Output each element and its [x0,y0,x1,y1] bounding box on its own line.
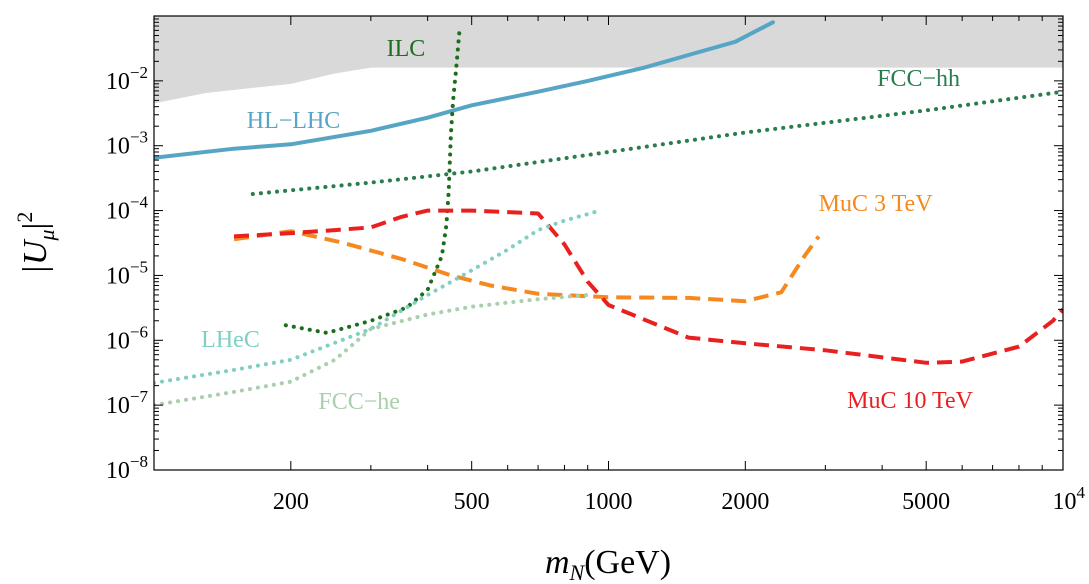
y-axis-title-sup: 2 [12,212,37,223]
x-axis-title: mN(GeV) [545,544,671,584]
x-tick-label: 104 [1053,483,1086,515]
x-axis-title-main: m [545,544,570,581]
series-label-fcc-hh: FCC−hh [877,66,960,92]
tick-layer: 10−8 10−7 10−6 10−5 10−4 10−3 10−2 200 500 1000 20… [106,15,1086,515]
x-tick-label: 500 [454,489,490,515]
series-label-ilc: ILC [387,36,426,62]
series-line-hl-lhc [154,20,775,160]
series-label-muc-10-tev: MuC 10 TeV [847,388,974,414]
y-axis-title: |Uμ|2 [12,212,59,275]
series-line-muc-3-tev [233,229,821,304]
x-tick-label: 5000 [902,489,950,515]
y-tick-label: 10−7 [106,387,149,419]
series-label-hl-lhc: HL−LHC [247,108,341,134]
series-layer [154,20,1063,408]
series-line-muc-10-tev [233,208,1063,365]
series-line-lhec [154,209,601,385]
x-tick-label: 200 [273,489,309,515]
excluded-region [154,16,1063,104]
x-axis-title-rest: (GeV) [584,544,671,581]
y-tick-label: 10−6 [106,322,148,354]
y-tick-label: 10−2 [106,63,148,95]
y-axis-title-pre: |U [17,238,54,274]
series-label-muc-3-tev: MuC 3 TeV [819,191,934,217]
y-tick-label: 10−3 [106,128,148,160]
y-axis-title-sub: μ [34,229,59,241]
x-axis-title-sub: N [569,560,586,584]
series-label-lhec: LHeC [201,327,260,353]
excluded-region-layer [154,16,1063,104]
series-line-fcc-he [154,293,590,408]
y-tick-label: 10−4 [106,193,149,225]
series-line-fcc-hh [250,89,1063,196]
series-label-layer: HL−LHC ILC FCC−hh MuC 3 TeV MuC 10 TeV LHeC FC… [201,36,974,415]
y-tick-label: 10−5 [106,257,148,289]
y-axis-title-post: | [17,223,54,230]
y-tick-label: 10−8 [106,452,148,484]
x-tick-label: 2000 [721,489,769,515]
series-line-ilc [283,28,462,335]
x-tick-label: 1000 [585,489,633,515]
series-label-fcc-he: FCC−he [318,389,400,415]
